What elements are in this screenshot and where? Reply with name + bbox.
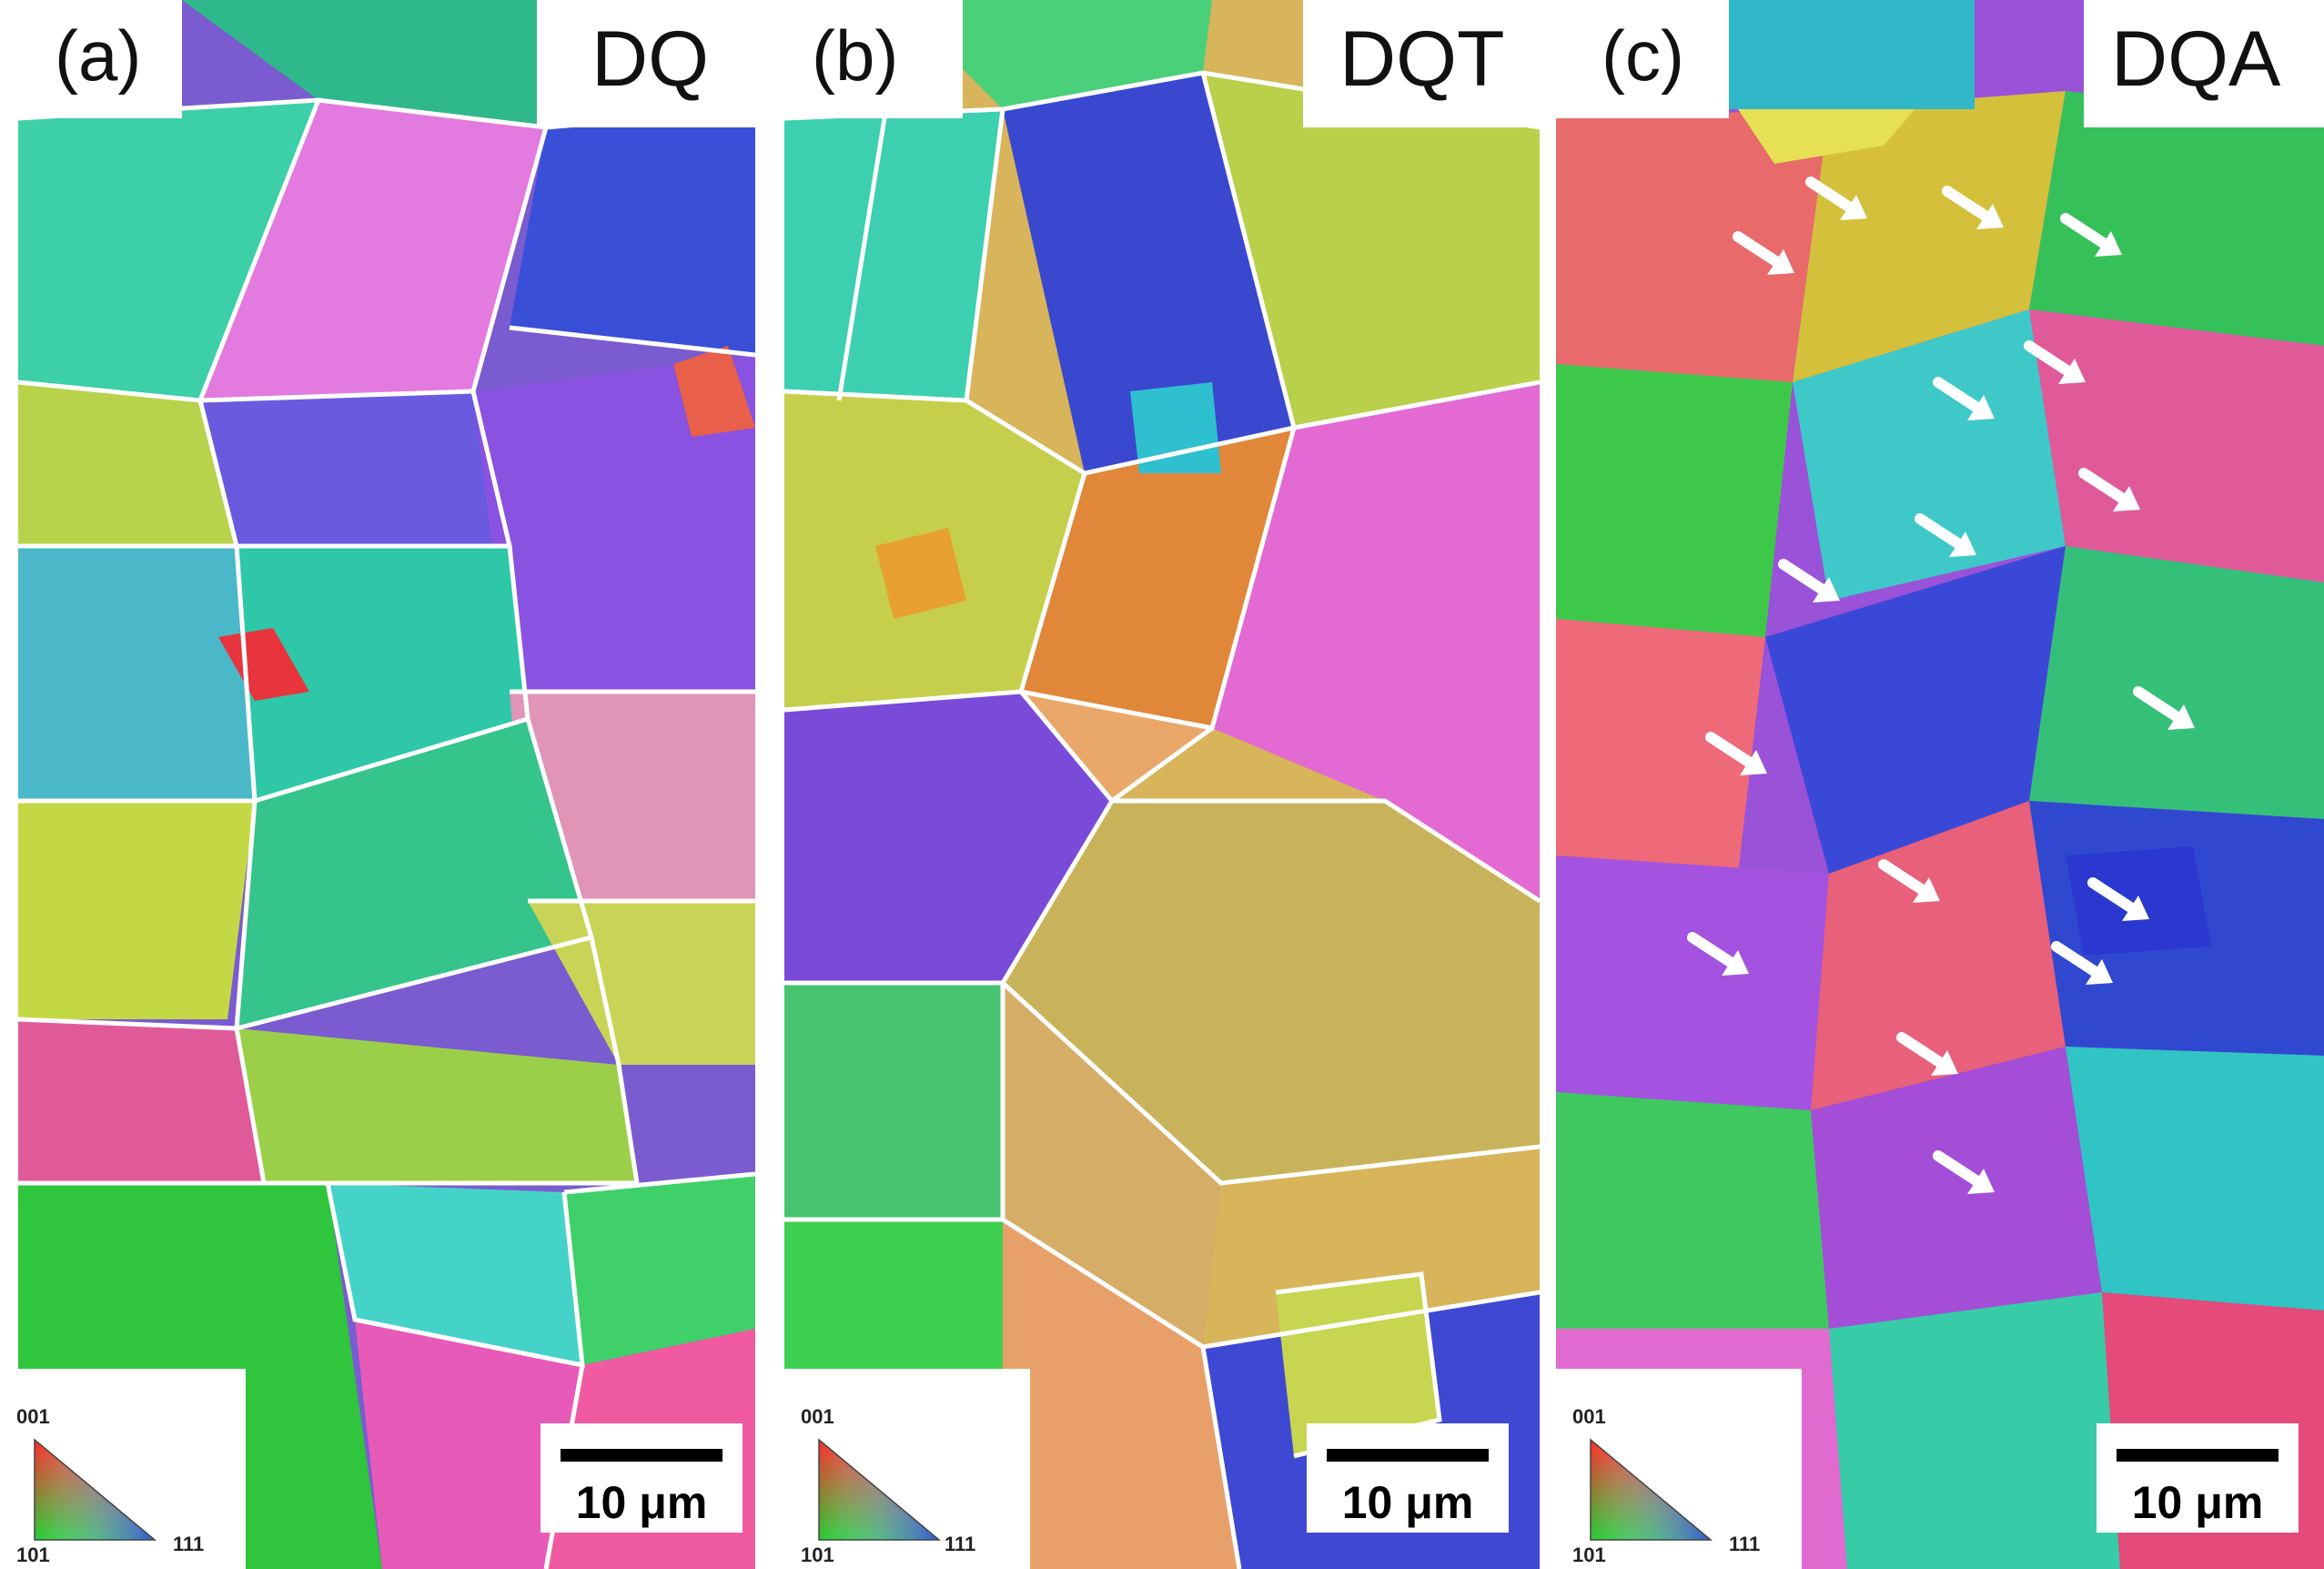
ipf-triangle-icon: [1590, 1438, 1713, 1541]
scale-bar: 10 μm: [541, 1423, 743, 1533]
panel-c: (c) DQA 001 101 111 10 μm: [1556, 0, 2324, 1569]
ipf-triangle-icon: [34, 1438, 157, 1541]
arrow-icon: [1947, 191, 2004, 229]
panel-title: DQ: [591, 15, 709, 103]
key-label-111: 111: [173, 1533, 205, 1555]
arrow-layer: [1556, 0, 2324, 1569]
panel-label-box: [0, 0, 182, 118]
arrow-icon: [1811, 182, 1867, 220]
arrow-icon: [1938, 382, 1995, 420]
arrow-icon: [2029, 346, 2086, 384]
key-label-111: 111: [1729, 1533, 1761, 1555]
panel-letter: (b): [812, 15, 899, 96]
scale-bar-line: [2117, 1449, 2279, 1462]
key-label-101: 101: [16, 1544, 50, 1566]
key-label-111: 111: [945, 1533, 976, 1555]
arrow-icon: [1783, 564, 1840, 602]
panel-title: DQA: [2111, 15, 2281, 103]
scale-bar-label: 10 μm: [2131, 1477, 2264, 1528]
scale-bar: 10 μm: [1307, 1423, 1509, 1533]
ipf-color-key: 001 101 111: [1556, 1369, 1802, 1569]
panel-title-box: [537, 0, 755, 127]
arrow-icon: [1920, 519, 1976, 557]
panel-label-box: [784, 0, 963, 118]
ipf-triangle-icon: [818, 1438, 942, 1541]
arrow-icon: [2056, 946, 2113, 985]
ipf-color-key: 001 101 111: [784, 1369, 1030, 1569]
arrow-icon: [1884, 865, 1940, 903]
ebsd-map-a: [17, 0, 755, 1569]
panel-label-box: [1556, 0, 1729, 118]
arrow-icon: [2066, 218, 2122, 257]
arrow-icon: [2093, 883, 2149, 921]
arrow-icon: [2084, 473, 2140, 511]
panel-title: DQT: [1339, 15, 1505, 103]
key-label-001: 001: [1572, 1405, 1606, 1428]
panel-b: (b) DQT 001 101 111 10 μm: [784, 0, 1540, 1569]
ipf-color-key: 001 101 111: [0, 1369, 246, 1569]
arrow-icon: [1938, 1156, 1995, 1194]
ebsd-map-c: [1556, 0, 2324, 1569]
panel-letter: (a): [55, 15, 142, 96]
scale-bar: 10 μm: [2097, 1423, 2299, 1533]
arrow-icon: [1902, 1038, 1958, 1076]
panel-a: (a) DQ 001 101 111 10 μm: [0, 0, 755, 1569]
arrow-icon: [1738, 237, 1794, 275]
scale-bar-label: 10 μm: [575, 1477, 708, 1528]
ebsd-map-b: [784, 0, 1540, 1569]
key-label-101: 101: [801, 1544, 834, 1566]
panel-letter: (c): [1602, 15, 1684, 96]
scale-bar-line: [561, 1449, 722, 1462]
panel-title-box: [1303, 0, 1540, 127]
panel-title-box: [2084, 0, 2324, 127]
key-label-001: 001: [801, 1405, 834, 1428]
scale-bar-line: [1327, 1449, 1489, 1462]
arrow-icon: [1711, 737, 1767, 775]
scale-bar-label: 10 μm: [1341, 1477, 1474, 1528]
key-label-001: 001: [16, 1405, 50, 1428]
arrow-icon: [2138, 692, 2195, 730]
key-label-101: 101: [1572, 1544, 1606, 1566]
arrow-icon: [1692, 937, 1749, 976]
